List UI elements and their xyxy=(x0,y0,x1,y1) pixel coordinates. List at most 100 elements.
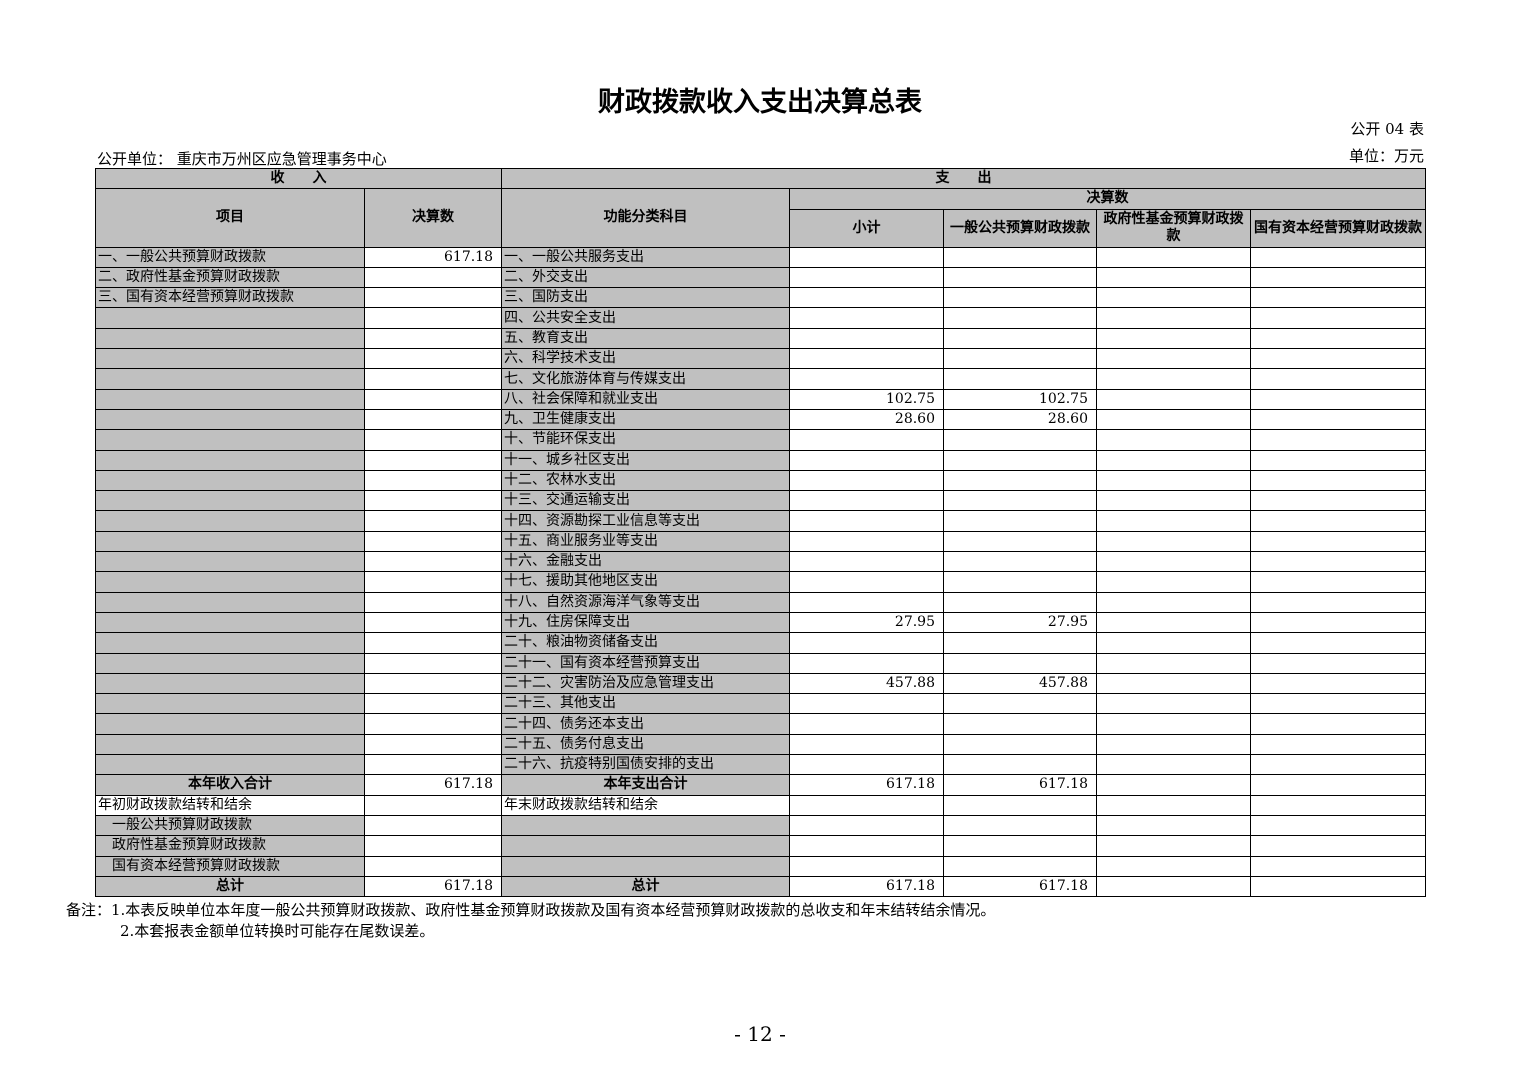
table-cell xyxy=(1249,287,1427,309)
table-cell: 十二、农林水支出 xyxy=(501,469,790,492)
page-number: - 12 - xyxy=(734,1022,786,1046)
table-cell xyxy=(789,287,944,309)
table-cell xyxy=(789,814,944,837)
table-cell xyxy=(943,733,1097,756)
table-row: 十九、住房保障支出 27.95 27.95 xyxy=(95,611,1427,634)
table-cell: 二、外交支出 xyxy=(501,266,790,289)
table-cell: 617.18 xyxy=(943,774,1097,796)
table-cell: 十九、住房保障支出 xyxy=(501,611,790,634)
table-cell xyxy=(1096,632,1251,654)
organization-label: 公开单位： 重庆市万州区应急管理事务中心 xyxy=(97,150,387,168)
table-cell xyxy=(95,652,365,674)
note-1: 备注：1.本表反映单位本年度一般公共预算财政拨款、政府性基金预算财政拨款及国有资… xyxy=(66,901,996,919)
table-cell xyxy=(943,571,1097,593)
function-header: 功能分类科目 xyxy=(501,188,790,248)
table-cell xyxy=(1096,368,1251,390)
table-cell xyxy=(1096,510,1251,532)
table-cell xyxy=(364,693,502,715)
table-cell xyxy=(95,571,365,593)
table-cell xyxy=(364,348,502,370)
final-header: 决算数 xyxy=(788,188,1427,210)
table-cell xyxy=(789,368,944,390)
table-cell xyxy=(501,814,790,837)
table-cell xyxy=(1096,855,1251,877)
table-cell xyxy=(364,591,502,613)
table-cell xyxy=(95,611,365,634)
table-cell xyxy=(1096,530,1251,553)
table-cell xyxy=(1096,794,1251,816)
table-cell: 617.18 xyxy=(364,774,502,796)
table-row: 年初财政拨款结转和结余 年末财政拨款结转和结余 xyxy=(95,794,1427,816)
table-row: 十一、城乡社区支出 xyxy=(95,449,1427,471)
table-cell: 年末财政拨款结转和结余 xyxy=(501,794,790,816)
income-header: 收 入 xyxy=(95,167,502,190)
table-cell xyxy=(789,327,944,350)
table-row: 一、一般公共预算财政拨款 617.18 一、一般公共服务支出 xyxy=(95,246,1427,268)
table-cell: 617.18 xyxy=(943,875,1097,898)
table-cell xyxy=(943,246,1097,268)
table-cell xyxy=(943,814,1097,837)
table-row: 九、卫生健康支出 28.60 28.60 xyxy=(95,408,1427,431)
table-cell: 十六、金融支出 xyxy=(501,551,790,573)
table-row: 二十四、债务还本支出 xyxy=(95,713,1427,735)
table-cell xyxy=(1096,469,1251,492)
table-cell xyxy=(1096,713,1251,735)
table-cell xyxy=(1249,875,1427,898)
fund-header: 政府性基金预算财政拨款 xyxy=(1096,208,1251,248)
table-cell xyxy=(943,490,1097,512)
table-cell xyxy=(364,571,502,593)
table-cell xyxy=(95,490,365,512)
table-cell xyxy=(1096,571,1251,593)
table-cell xyxy=(943,713,1097,735)
table-cell: 一、一般公共预算财政拨款 xyxy=(95,246,365,268)
table-cell xyxy=(943,855,1097,877)
table-cell xyxy=(1096,388,1251,410)
table-cell xyxy=(95,429,365,451)
table-cell xyxy=(789,835,944,857)
table-cell: 28.60 xyxy=(789,408,944,431)
table-cell xyxy=(789,551,944,573)
table-row: 十五、商业服务业等支出 xyxy=(95,530,1427,553)
table-code: 公开 04 表 xyxy=(1350,120,1424,138)
table-cell xyxy=(789,449,944,471)
table-cell xyxy=(95,530,365,553)
table-cell xyxy=(1096,672,1251,695)
table-cell xyxy=(943,449,1097,471)
table-cell xyxy=(1249,327,1427,350)
table-cell: 十七、援助其他地区支出 xyxy=(501,571,790,593)
table-cell xyxy=(1249,510,1427,532)
table-cell xyxy=(364,449,502,471)
table-cell xyxy=(364,307,502,329)
table-cell xyxy=(1096,754,1251,776)
table-cell xyxy=(789,246,944,268)
table-cell xyxy=(95,408,365,431)
table-cell xyxy=(789,571,944,593)
table-cell xyxy=(95,307,365,329)
table-cell xyxy=(789,591,944,613)
table-cell xyxy=(364,490,502,512)
table-cell xyxy=(789,652,944,674)
table-cell xyxy=(1096,611,1251,634)
table-cell xyxy=(1096,327,1251,350)
table-row: 六、科学技术支出 xyxy=(95,348,1427,370)
table-cell: 一般公共预算财政拨款 xyxy=(95,814,365,837)
table-row: 二十一、国有资本经营预算支出 xyxy=(95,652,1427,674)
table-cell: 总计 xyxy=(501,875,790,898)
table-cell xyxy=(789,348,944,370)
table-cell xyxy=(1249,835,1427,857)
page-title: 财政拨款收入支出决算总表 xyxy=(598,87,922,118)
table-cell: 十三、交通运输支出 xyxy=(501,490,790,512)
table-cell xyxy=(1249,368,1427,390)
table-cell xyxy=(364,611,502,634)
table-cell xyxy=(1096,733,1251,756)
table-cell xyxy=(789,429,944,451)
table-cell: 四、公共安全支出 xyxy=(501,307,790,329)
table-cell: 十一、城乡社区支出 xyxy=(501,449,790,471)
table-cell xyxy=(943,551,1097,573)
table-cell xyxy=(1249,266,1427,289)
table-cell xyxy=(943,327,1097,350)
table-cell: 本年支出合计 xyxy=(501,774,790,796)
table-cell xyxy=(364,814,502,837)
table-row: 政府性基金预算财政拨款 xyxy=(95,835,1427,857)
table-cell xyxy=(943,510,1097,532)
